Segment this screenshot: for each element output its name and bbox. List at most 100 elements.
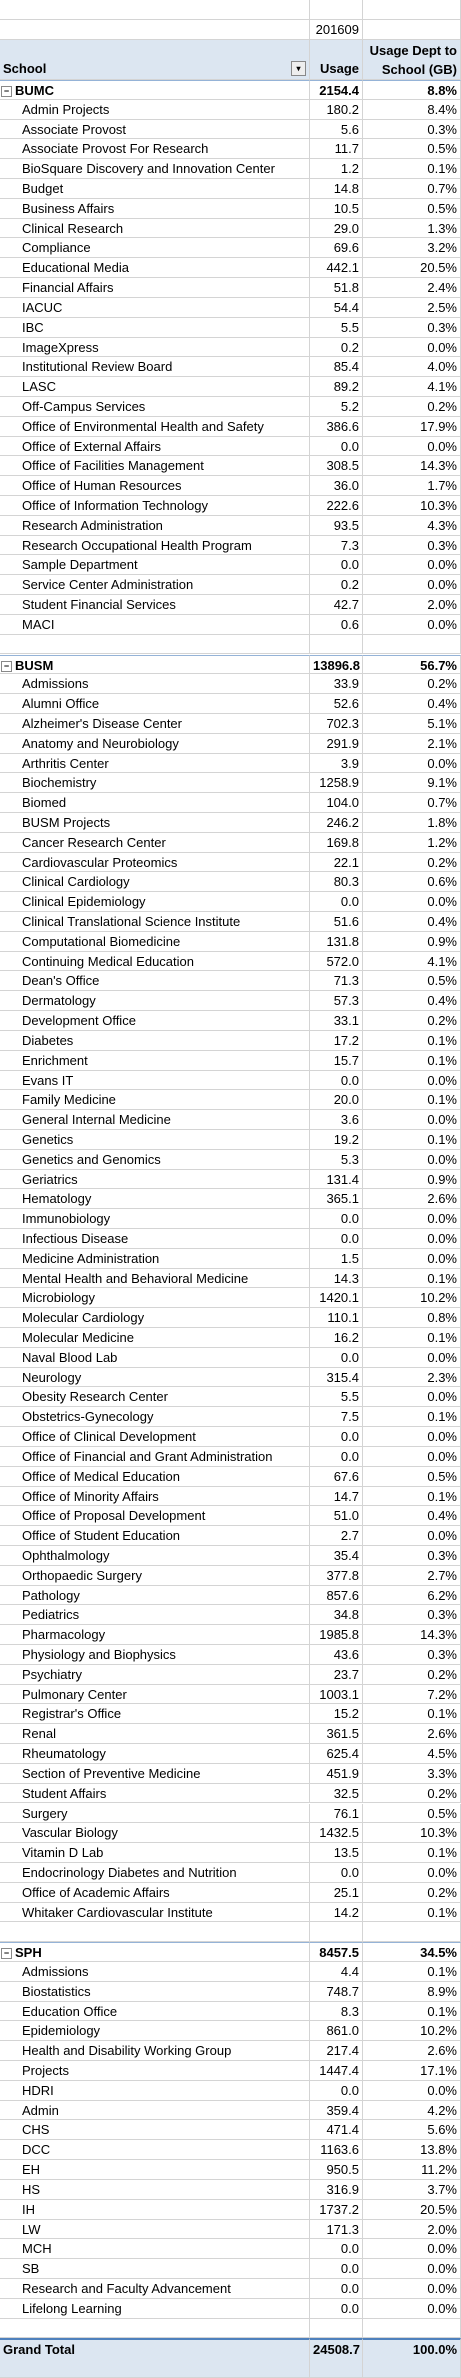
dept-pct: 0.8% — [363, 1308, 461, 1329]
dept-usage-text: 359.4 — [326, 2102, 359, 2118]
dept-usage-text: 14.2 — [333, 1904, 359, 1920]
dept-name-text: LW — [22, 2221, 41, 2237]
dept-pct: 11.2% — [363, 2160, 461, 2180]
dept-usage-text: 76.1 — [333, 1805, 359, 1821]
dept-name: Education Office — [0, 2001, 310, 2022]
dept-pct: 0.1% — [363, 1328, 461, 1348]
dept-name: Research Occupational Health Program — [0, 535, 310, 556]
blank-cell — [0, 1922, 310, 1943]
collapse-button[interactable]: − — [1, 1948, 12, 1960]
dept-name: Pulmonary Center — [0, 1684, 310, 1705]
dept-pct: 20.5% — [363, 2199, 461, 2220]
group-pct-text: 34.5% — [420, 1945, 457, 1961]
dept-pct: 0.9% — [363, 1169, 461, 1190]
dept-name-text: Dean's Office — [22, 973, 100, 989]
dept-pct-text: 0.0% — [427, 1349, 457, 1365]
dept-name-text: Office of Financial and Grant Administra… — [22, 1448, 273, 1464]
dept-pct: 0.0% — [363, 436, 461, 457]
dept-pct-text: 0.1% — [427, 1488, 457, 1504]
dept-name: Service Center Administration — [0, 575, 310, 596]
filter-button[interactable]: ▾ — [291, 61, 306, 76]
blank-cell — [310, 0, 363, 20]
dept-pct: 10.2% — [363, 2021, 461, 2042]
dept-pct: 1.7% — [363, 476, 461, 496]
dept-usage: 17.2 — [310, 1030, 363, 1051]
dept-usage: 471.4 — [310, 2120, 363, 2141]
dept-usage: 76.1 — [310, 1803, 363, 1824]
dept-name-text: CHS — [22, 2122, 50, 2138]
dept-pct-text: 2.1% — [427, 735, 457, 751]
dept-name-text: Education Office — [22, 2003, 118, 2019]
dept-name-text: Cardiovascular Proteomics — [22, 854, 178, 870]
dept-pct: 0.0% — [363, 1427, 461, 1447]
dept-name-text: Psychiatry — [22, 1666, 82, 1682]
dept-usage: 442.1 — [310, 258, 363, 279]
dept-name: General Internal Medicine — [0, 1110, 310, 1130]
dept-usage: 23.7 — [310, 1664, 363, 1685]
dept-pct: 3.2% — [363, 238, 461, 259]
dept-pct-text: 0.5% — [427, 141, 457, 157]
dept-pct-text: 2.7% — [427, 1567, 457, 1583]
dept-usage-text: 20.0 — [333, 1092, 359, 1108]
dept-pct: 9.1% — [363, 773, 461, 794]
dept-pct-text: 0.1% — [427, 1409, 457, 1425]
dept-usage: 51.6 — [310, 912, 363, 932]
collapse-button[interactable]: − — [1, 660, 12, 672]
dept-usage: 54.4 — [310, 297, 363, 318]
dept-usage: 0.6 — [310, 614, 363, 635]
dept-pct-text: 0.0% — [427, 1448, 457, 1464]
dept-pct-text: 0.1% — [427, 1092, 457, 1108]
dept-name: Lifelong Learning — [0, 2298, 310, 2319]
dept-name: Office of External Affairs — [0, 436, 310, 457]
group-pct: 56.7% — [363, 654, 461, 675]
dept-pct-text: 20.5% — [420, 2201, 457, 2217]
dept-pct: 2.1% — [363, 733, 461, 754]
dept-name-text: Alumni Office — [22, 696, 100, 712]
dept-name-text: DCC — [22, 2142, 51, 2158]
dept-pct: 0.1% — [363, 2001, 461, 2022]
dept-usage-text: 5.2 — [340, 398, 359, 414]
dept-usage: 291.9 — [310, 733, 363, 754]
dept-name: Orthopaedic Surgery — [0, 1565, 310, 1586]
dept-usage: 93.5 — [310, 515, 363, 536]
dept-name-text: Off-Campus Services — [22, 398, 146, 414]
period-cell-text: 201609 — [315, 22, 359, 37]
dept-pct-text: 0.3% — [427, 319, 457, 335]
dept-name-text: MACI — [22, 616, 55, 632]
dept-pct-text: 5.6% — [427, 2122, 457, 2138]
header-pct-text: Usage Dept to School (GB) — [369, 43, 457, 77]
dept-pct-text: 13.8% — [420, 2142, 457, 2158]
dept-usage-text: 13.5 — [333, 1845, 359, 1861]
dept-usage-text: 1003.1 — [319, 1686, 359, 1702]
dept-usage-text: 43.6 — [333, 1647, 359, 1663]
dept-pct-text: 0.2% — [427, 1666, 457, 1682]
dept-name: Financial Affairs — [0, 278, 310, 298]
dept-usage-text: 316.9 — [326, 2181, 359, 2197]
dept-pct: 0.5% — [363, 971, 461, 992]
dept-usage: 15.2 — [310, 1704, 363, 1725]
dept-name-text: Biostatistics — [22, 1983, 91, 1999]
dept-pct: 0.0% — [363, 1229, 461, 1249]
group-usage-text: 2154.4 — [319, 83, 359, 98]
dept-name-text: BUSM Projects — [22, 814, 111, 830]
dept-pct: 0.5% — [363, 139, 461, 160]
dept-pct: 0.0% — [363, 614, 461, 635]
dept-name: SB — [0, 2259, 310, 2279]
dept-name-text: Dermatology — [22, 993, 96, 1009]
dept-pct: 2.0% — [363, 2219, 461, 2240]
dept-pct-text: 0.0% — [427, 1429, 457, 1445]
dept-usage: 5.5 — [310, 1387, 363, 1408]
dept-pct: 8.4% — [363, 99, 461, 120]
group-name-text: BUMC — [15, 83, 54, 98]
dept-pct-text: 10.3% — [420, 498, 457, 514]
dept-pct-text: 0.5% — [427, 200, 457, 216]
dept-usage: 0.0 — [310, 2259, 363, 2279]
dept-name-text: Genetics — [22, 1131, 74, 1147]
collapse-button[interactable]: − — [1, 86, 12, 98]
dept-pct-text: 0.0% — [427, 557, 457, 573]
dept-pct-text: 0.0% — [427, 2241, 457, 2257]
dept-pct: 0.3% — [363, 317, 461, 338]
dept-name: Family Medicine — [0, 1090, 310, 1111]
dept-pct-text: 6.2% — [427, 1587, 457, 1603]
dept-pct: 0.4% — [363, 912, 461, 932]
